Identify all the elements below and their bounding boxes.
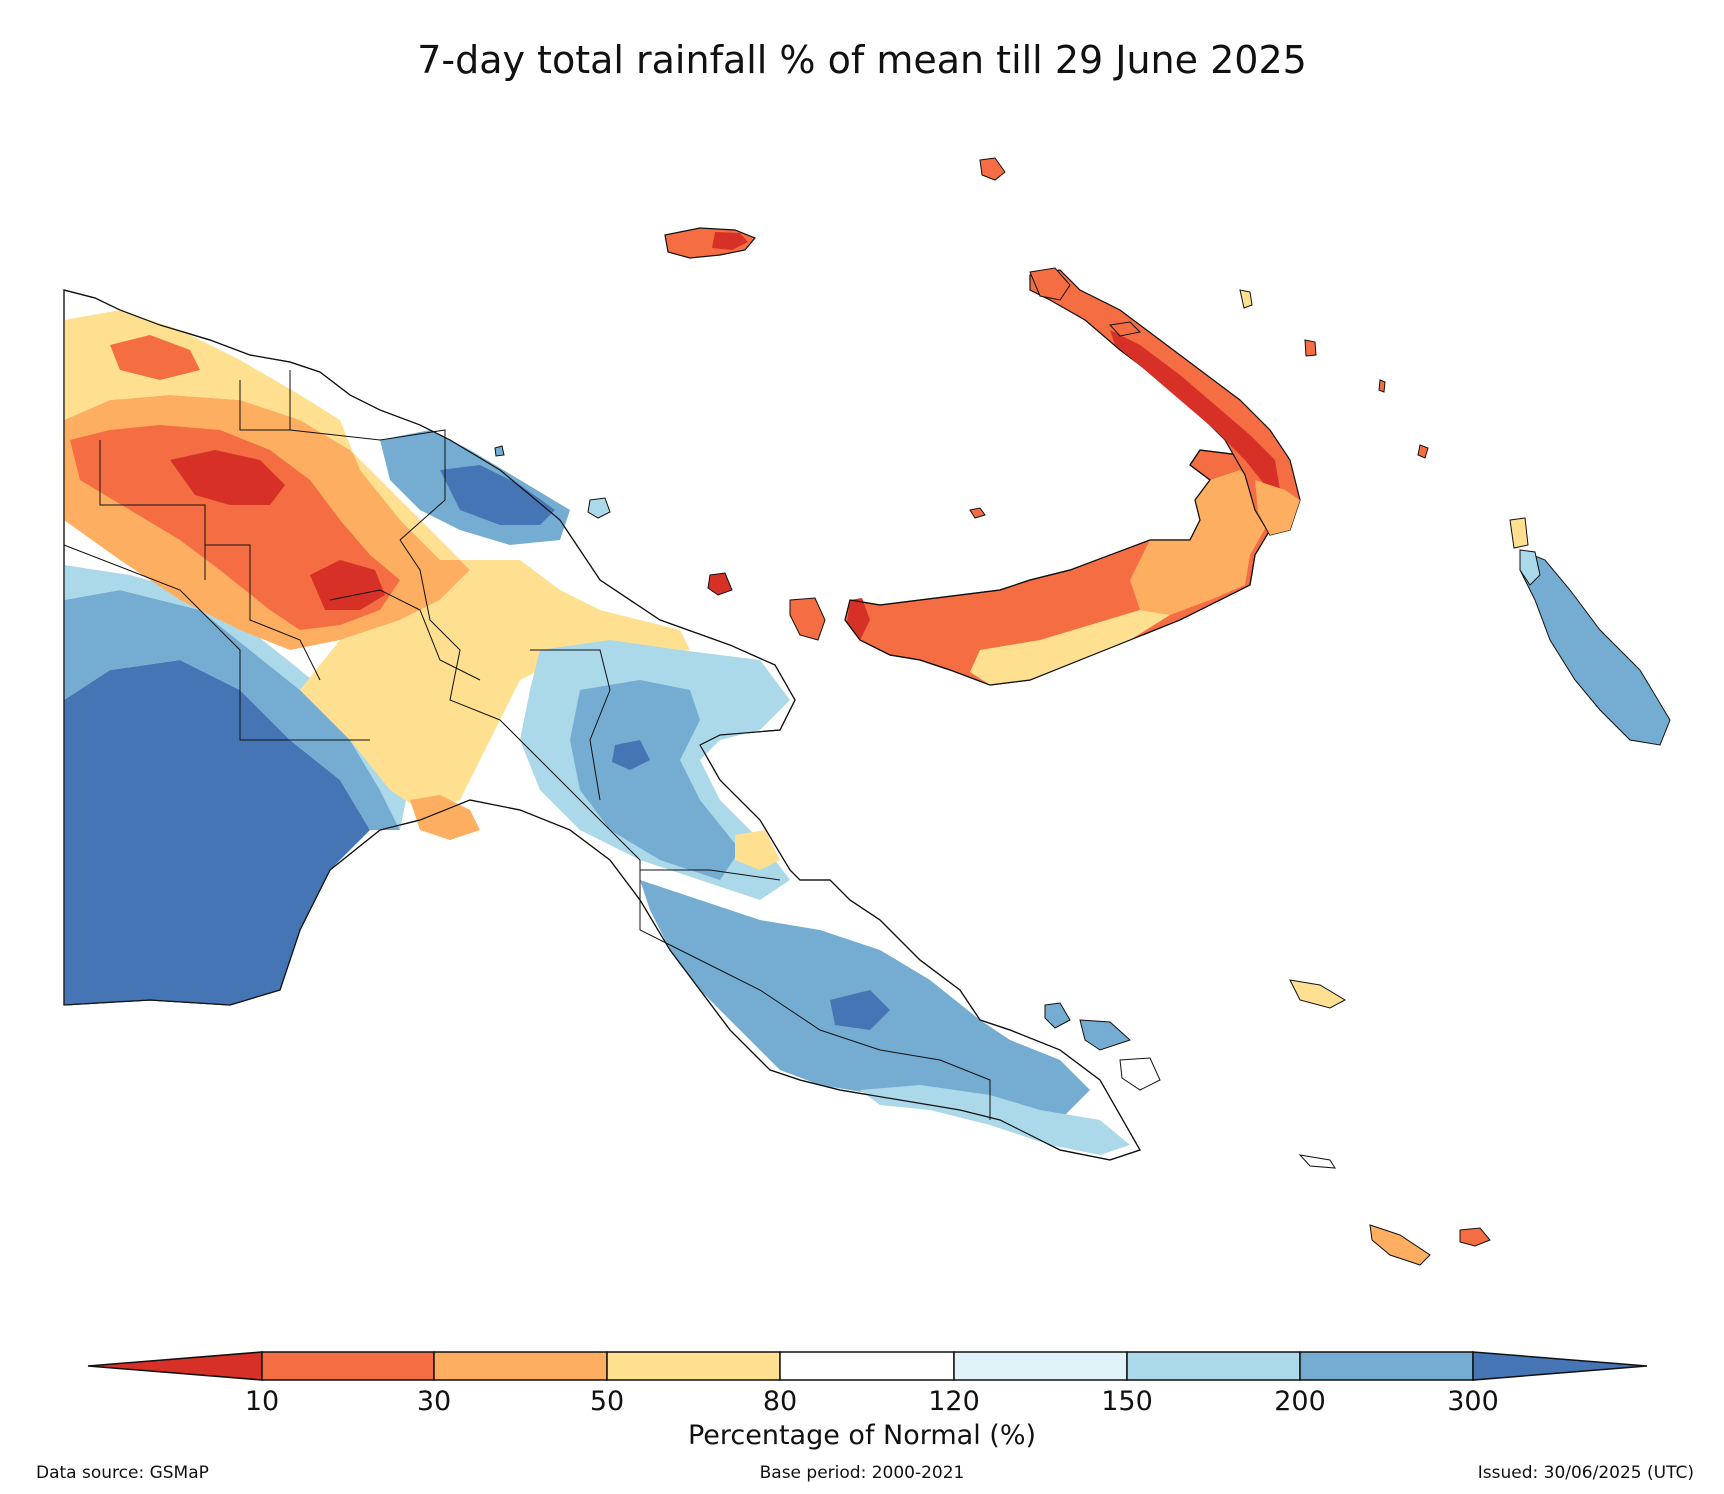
colorbar-tick-120: 120 bbox=[928, 1386, 980, 1417]
manus-island bbox=[664, 227, 756, 259]
rainfall-map bbox=[63, 157, 1671, 1266]
data-source: Data source: GSMaP bbox=[36, 1463, 209, 1483]
zone-30-50-new-ireland-south bbox=[1255, 480, 1300, 535]
base-period: Base period: 2000-2021 bbox=[759, 1463, 965, 1483]
colorbar-tick-80: 80 bbox=[762, 1386, 798, 1417]
zone-gt300-southwest bbox=[64, 660, 370, 1005]
map-title: 7-day total rainfall % of mean till 29 J… bbox=[417, 38, 1307, 82]
colorbar-segment-150-200 bbox=[1126, 1351, 1301, 1381]
zone-lt10-new-ireland bbox=[1110, 330, 1280, 490]
colorbar-segment-50-80 bbox=[606, 1351, 781, 1381]
small-islands bbox=[494, 157, 1671, 1266]
zone-200-300-central bbox=[570, 680, 740, 880]
zone-lt10-highlands bbox=[310, 560, 385, 610]
zone-10-30-north-coast bbox=[110, 335, 200, 380]
zone-gt300-sepik bbox=[440, 465, 555, 525]
zone-gt300-papuan-tail bbox=[830, 990, 890, 1030]
colorbar-segment-120-150 bbox=[953, 1351, 1128, 1381]
mainland-coastline bbox=[63, 289, 1141, 1161]
province-boundaries bbox=[63, 370, 991, 1120]
colorbar-title: Percentage of Normal (%) bbox=[687, 1420, 1037, 1451]
colorbar-tick-50: 50 bbox=[589, 1386, 625, 1417]
zone-lt10-northwest bbox=[170, 450, 285, 505]
colorbar bbox=[87, 1351, 1648, 1381]
colorbar-segment-10-30 bbox=[261, 1351, 435, 1381]
colorbar-segment-80-120 bbox=[779, 1351, 955, 1381]
zone-gt300-central bbox=[612, 740, 650, 770]
zone-200-300-southwest bbox=[64, 590, 400, 830]
zone-50-80-southeast-pocket bbox=[735, 830, 780, 870]
colorbar-tick-10: 10 bbox=[244, 1386, 280, 1417]
colorbar-tick-200: 200 bbox=[1274, 1386, 1326, 1417]
colorbar-tick-300: 300 bbox=[1447, 1386, 1499, 1417]
colorbar-segment-200-300 bbox=[1299, 1351, 1474, 1381]
colorbar-tick-150: 150 bbox=[1101, 1386, 1153, 1417]
zone-30-50-gulf bbox=[410, 795, 480, 840]
colorbar-tick-30: 30 bbox=[416, 1386, 452, 1417]
new-britain bbox=[844, 449, 1286, 686]
mainland-region bbox=[63, 289, 1141, 1161]
issued-date: Issued: 30/06/2025 (UTC) bbox=[1477, 1463, 1694, 1483]
zone-150-200-papuan-tail bbox=[860, 1085, 1130, 1155]
zone-30-50-new-britain-east bbox=[1130, 470, 1270, 615]
colorbar-segment-30-50 bbox=[433, 1351, 608, 1381]
colorbar-extend-low bbox=[87, 1351, 263, 1381]
zone-50-80-new-britain-south bbox=[970, 610, 1170, 685]
zone-150-200-southwest bbox=[64, 565, 410, 830]
colorbar-extend-high bbox=[1472, 1351, 1648, 1381]
zone-lt10-manus bbox=[712, 232, 748, 250]
